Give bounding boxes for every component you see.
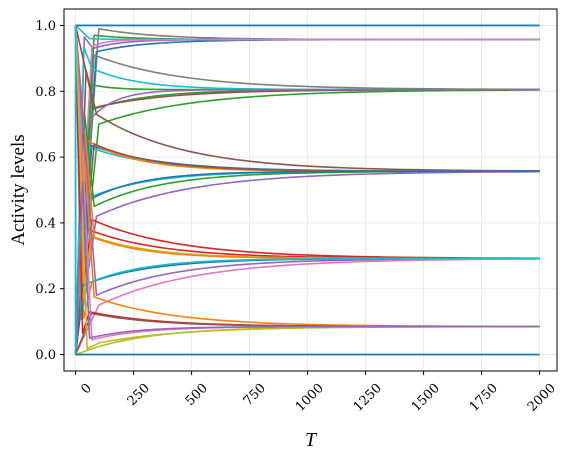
- series-line: [74, 218, 540, 355]
- y-tick-label: 0.0: [35, 348, 56, 363]
- y-tick-label: 0.6: [35, 151, 56, 166]
- x-tick-label: 500: [183, 381, 211, 409]
- x-tick-label: 1000: [293, 381, 327, 415]
- series-line: [74, 170, 540, 355]
- series-lines: [74, 24, 540, 356]
- x-tick-label: 1250: [351, 381, 385, 415]
- series-line: [74, 25, 540, 287]
- plot-frame: [63, 8, 558, 372]
- series-line: [74, 25, 540, 206]
- series-line: [74, 25, 540, 237]
- series-line: [74, 25, 540, 320]
- y-tick-label: 0.4: [35, 216, 56, 231]
- x-tick-label: 0: [78, 381, 94, 397]
- y-axis-title: Activity levels: [8, 134, 29, 245]
- series-line: [74, 38, 540, 355]
- x-axis-title: T: [305, 429, 318, 451]
- y-tick-label: 1.0: [35, 19, 56, 34]
- axis-ticks: 0 250 500 750 1000 1250 1500 1750 2000 0.0 0.2 0.4 0…: [35, 19, 559, 415]
- x-tick-label: 1500: [409, 381, 443, 415]
- x-tick-label: 750: [241, 381, 269, 409]
- y-tick-label: 0.8: [35, 85, 56, 100]
- series-line: [74, 180, 540, 355]
- x-tick-label: 250: [125, 381, 153, 409]
- series-line: [74, 24, 540, 355]
- series-line: [74, 69, 540, 355]
- x-tick-label: 2000: [525, 381, 559, 415]
- x-tick-label: 1750: [467, 381, 501, 415]
- y-tick-label: 0.2: [35, 282, 56, 297]
